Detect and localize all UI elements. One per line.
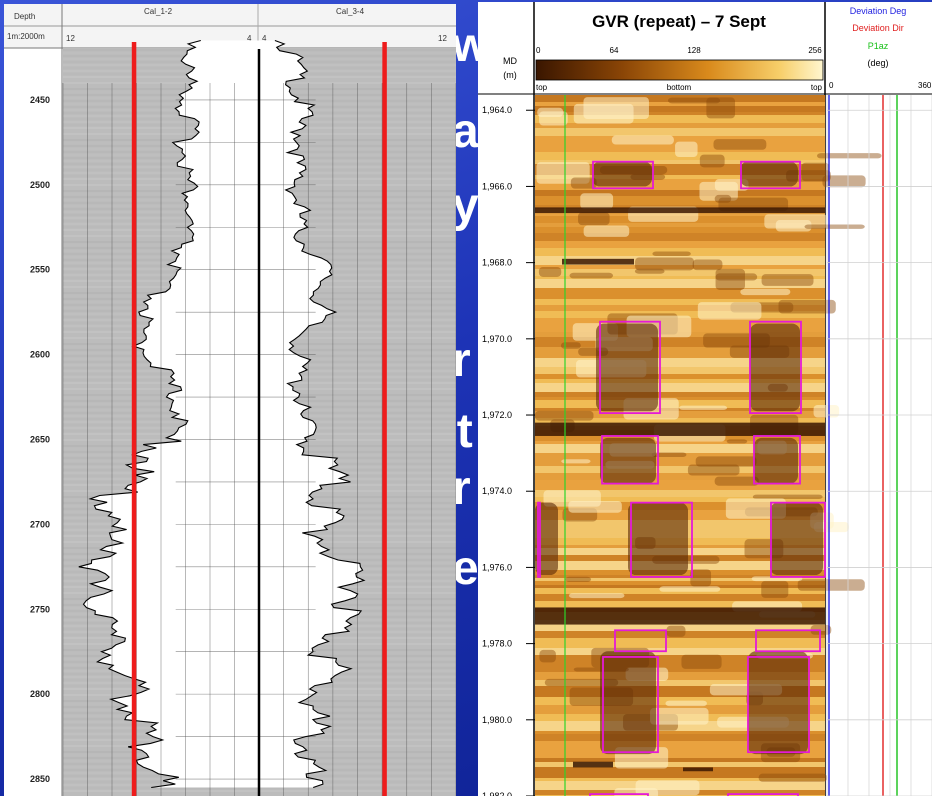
- right-scale-min: 4: [262, 34, 267, 43]
- feature-box: [601, 435, 659, 485]
- feature-box: [727, 793, 799, 796]
- depth-tick-label: 2850: [30, 774, 50, 784]
- depth-header-label: Depth: [14, 12, 35, 21]
- right-scale-max: 12: [438, 34, 447, 43]
- depth-tick-label: 2750: [30, 604, 50, 614]
- md-tick-label: 1,964.0: [482, 105, 512, 115]
- md-tick-label: 1,968.0: [482, 258, 512, 268]
- color-scale-tick: 256: [808, 46, 822, 55]
- deviation-scale-min: 0: [829, 81, 834, 90]
- track-name-cal-3-4: Cal_3-4: [336, 7, 365, 16]
- orientation-label: top: [536, 83, 548, 92]
- caliper-log-panel: Depth 1m:2000m Cal_1-2 Cal_3-4 12 4 4 12…: [4, 4, 456, 796]
- p1az-label: P1az: [868, 41, 889, 51]
- depth-tick-label: 2800: [30, 689, 50, 699]
- depth-tick-label: 2550: [30, 265, 50, 275]
- depth-tick-label: 2650: [30, 434, 50, 444]
- depth-tick-label: 2600: [30, 350, 50, 360]
- feature-box: [589, 793, 649, 796]
- cal-1-2-curve: [78, 39, 201, 789]
- feature-box: [740, 160, 801, 190]
- cal-3-4-curve: [274, 39, 366, 789]
- feature-box: [537, 501, 541, 578]
- depth-tick-label: 2700: [30, 519, 50, 529]
- deviation-unit-label: (deg): [867, 58, 888, 68]
- gvr-image-log-chart: GVR (repeat) – 7 Sept MD (m) 0 64 128 256 t…: [478, 2, 932, 796]
- orientation-label: bottom: [667, 83, 692, 92]
- color-scale-bar: [535, 59, 824, 81]
- md-tick-label: 1,982.0: [482, 791, 512, 796]
- color-scale-tick: 128: [687, 46, 701, 55]
- slide-text-fragment: r: [452, 462, 471, 515]
- unit-label: (m): [503, 70, 517, 80]
- depth-tick-label: 2450: [30, 95, 50, 105]
- feature-box: [599, 320, 661, 415]
- gvr-title: GVR (repeat) – 7 Sept: [592, 12, 766, 31]
- slide-text-fragment: a: [452, 105, 479, 158]
- left-scale-max: 4: [247, 34, 252, 43]
- feature-box: [602, 656, 659, 754]
- feature-box: [592, 160, 654, 190]
- track-name-cal-1-2: Cal_1-2: [144, 7, 173, 16]
- gvr-image-log-panel: GVR (repeat) – 7 Sept MD (m) 0 64 128 256 t…: [478, 2, 932, 796]
- caliper-log-chart: Depth 1m:2000m Cal_1-2 Cal_3-4 12 4 4 12…: [4, 4, 456, 796]
- scale-header-label: 1m:2000m: [7, 32, 45, 41]
- feature-box: [749, 320, 802, 415]
- left-scale-min: 12: [66, 34, 75, 43]
- md-tick-label: 1,980.0: [482, 715, 512, 725]
- slide-text-fragment: e: [452, 542, 479, 595]
- md-tick-label: 1,976.0: [482, 562, 512, 572]
- color-scale-tick: 64: [610, 46, 619, 55]
- feature-box: [630, 501, 693, 578]
- slide-text-fragment: r: [452, 334, 471, 387]
- deviation-dir-label: Deviation Dir: [852, 23, 904, 33]
- feature-box: [614, 629, 667, 653]
- deviation-scale-max: 360: [918, 81, 932, 90]
- md-tick-label: 1,966.0: [482, 181, 512, 191]
- feature-box: [755, 629, 821, 653]
- feature-box: [747, 656, 810, 754]
- color-scale-tick: 0: [536, 46, 541, 55]
- feature-box: [753, 435, 801, 485]
- slide-text-fragment: y: [452, 179, 479, 232]
- md-tick-label: 1,974.0: [482, 486, 512, 496]
- md-label: MD: [503, 56, 517, 66]
- feature-box: [770, 501, 826, 578]
- depth-tick-label: 2500: [30, 180, 50, 190]
- md-tick-label: 1,978.0: [482, 639, 512, 649]
- deviation-deg-label: Deviation Deg: [850, 6, 907, 16]
- orientation-label: top: [811, 83, 823, 92]
- md-tick-label: 1,970.0: [482, 334, 512, 344]
- md-tick-label: 1,972.0: [482, 410, 512, 420]
